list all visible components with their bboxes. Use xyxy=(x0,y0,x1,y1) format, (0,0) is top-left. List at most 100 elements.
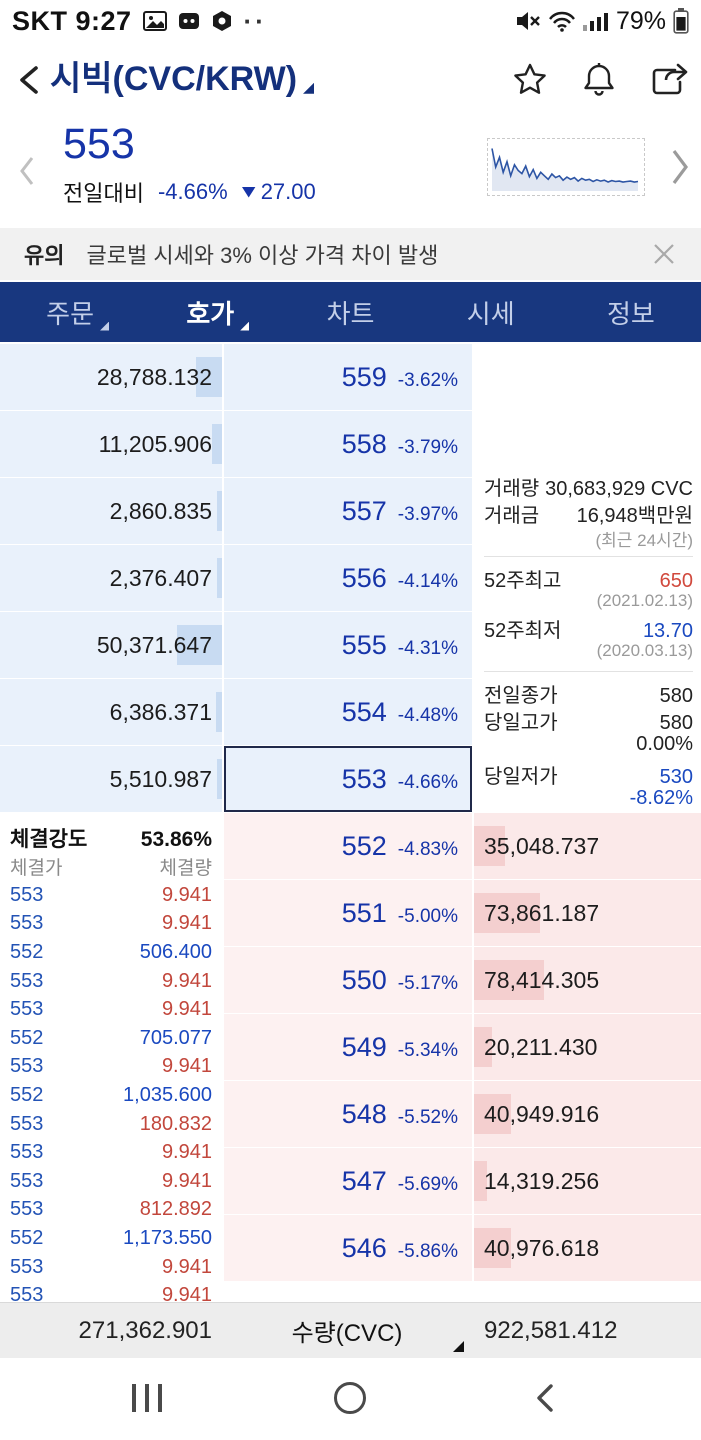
exec-qty-header: 체결량 xyxy=(159,858,212,879)
nav-back-button[interactable] xyxy=(532,1382,558,1414)
ask-change-pct: -3.79% xyxy=(397,437,458,458)
executions-panel[interactable]: 체결강도 53.86% 체결가 체결량 553 9.941 553 9.941 552 5… xyxy=(0,813,222,1302)
bid-qty-cell[interactable]: 35,048.737 xyxy=(474,813,701,879)
ask-price-cell[interactable]: 555 -4.31% xyxy=(224,612,472,678)
exec-qty: 506.400 xyxy=(139,940,212,963)
bid-qty: 78,414.305 xyxy=(484,966,600,993)
bid-depth-bar xyxy=(474,1027,492,1067)
exec-qty: 9.941 xyxy=(161,883,212,906)
ask-row: 28,788.132 559 -3.62% xyxy=(0,344,472,410)
app-header: 시빅(CVC/KRW) xyxy=(0,42,701,118)
exec-row: 553 9.941 xyxy=(10,1253,212,1282)
exec-row: 553 9.941 xyxy=(10,910,212,939)
exec-price: 552 xyxy=(10,1026,44,1049)
tab-3[interactable]: 차트 xyxy=(280,282,420,342)
ask-total: 271,362.901 xyxy=(78,1316,212,1344)
exec-qty: 180.832 xyxy=(139,1112,212,1135)
alert-bell-button[interactable] xyxy=(581,61,617,99)
bid-price-cell[interactable]: 552 -4.83% xyxy=(224,813,472,879)
ask-price: 559 xyxy=(341,362,387,392)
bid-price-cell[interactable]: 551 -5.00% xyxy=(224,880,472,946)
value-value: 16,948백만원 xyxy=(576,505,693,527)
bid-total: 922,581.412 xyxy=(484,1316,618,1344)
close-icon[interactable] xyxy=(651,241,677,267)
ask-price: 558 xyxy=(341,429,387,459)
mini-sparkline-chart[interactable] xyxy=(487,138,645,196)
bid-price-cell[interactable]: 546 -5.86% xyxy=(224,1215,472,1281)
bid-depth-bar xyxy=(474,1228,511,1268)
ask-depth-bar xyxy=(217,558,222,598)
ask-price-cell[interactable]: 553 -4.66% xyxy=(224,746,472,812)
exec-qty: 9.941 xyxy=(161,1255,212,1278)
tab-5[interactable]: 정보 xyxy=(561,282,701,342)
ask-price-cell[interactable]: 558 -3.79% xyxy=(224,411,472,477)
bid-row: 547 -5.69% 14,319.256 xyxy=(224,1148,701,1214)
ask-change-pct: -4.14% xyxy=(397,571,458,592)
recents-button[interactable] xyxy=(132,1384,162,1412)
home-button[interactable] xyxy=(334,1382,366,1414)
ask-price: 555 xyxy=(341,630,387,660)
bid-qty: 20,211.430 xyxy=(484,1033,598,1060)
bid-qty-cell[interactable]: 40,949.916 xyxy=(474,1081,701,1147)
ask-row: 2,860.835 557 -3.97% xyxy=(0,478,472,544)
exec-price: 553 xyxy=(10,883,44,906)
bid-qty-cell[interactable]: 14,319.256 xyxy=(474,1148,701,1214)
ask-qty-cell[interactable]: 28,788.132 xyxy=(0,344,222,410)
unit-selector[interactable]: 수량(CVC) xyxy=(222,1303,472,1358)
next-coin-chevron[interactable] xyxy=(667,146,693,193)
high52-date: (2021.02.13) xyxy=(596,591,693,610)
tab-4[interactable]: 시세 xyxy=(421,282,561,342)
bid-qty-cell[interactable]: 40,976.618 xyxy=(474,1215,701,1281)
exec-qty: 9.941 xyxy=(161,1284,212,1302)
exec-row: 553 9.941 xyxy=(10,1053,212,1082)
ask-price-cell[interactable]: 559 -3.62% xyxy=(224,344,472,410)
bid-change-pct: -5.86% xyxy=(397,1241,458,1262)
ask-qty-cell[interactable]: 6,386.371 xyxy=(0,679,222,745)
exec-price: 552 xyxy=(10,1083,44,1106)
bid-price-cell[interactable]: 547 -5.69% xyxy=(224,1148,472,1214)
exec-price: 553 xyxy=(10,1112,44,1135)
ask-price: 556 xyxy=(341,563,387,593)
tab-label: 차트 xyxy=(326,298,375,329)
bid-price-cell[interactable]: 548 -5.52% xyxy=(224,1081,472,1147)
exec-qty: 9.941 xyxy=(161,1169,212,1192)
ask-change-pct: -4.48% xyxy=(397,705,458,726)
exec-price-header: 체결가 xyxy=(10,858,63,879)
volume-value: 30,683,929 CVC xyxy=(545,478,693,500)
high52-label: 52주최고 xyxy=(484,570,562,592)
back-button[interactable] xyxy=(12,58,50,102)
bid-qty-cell[interactable]: 20,211.430 xyxy=(474,1014,701,1080)
ask-qty-cell[interactable]: 50,371.647 xyxy=(0,612,222,678)
exec-price: 553 xyxy=(10,998,44,1021)
bid-change-pct: -5.34% xyxy=(397,1040,458,1061)
notice-tag: 유의 xyxy=(24,243,65,268)
totals-bar: 271,362.901 수량(CVC) 922,581.412 xyxy=(0,1302,701,1358)
bid-qty-cell[interactable]: 78,414.305 xyxy=(474,947,701,1013)
ask-qty-cell[interactable]: 2,376.407 xyxy=(0,545,222,611)
day-high-pct: 0.00% xyxy=(636,733,693,755)
coin-title-dropdown[interactable]: 시빅(CVC/KRW) xyxy=(50,60,315,98)
bid-price-cell[interactable]: 550 -5.17% xyxy=(224,947,472,1013)
bid-qty-cell[interactable]: 73,861.187 xyxy=(474,880,701,946)
bid-price-cell[interactable]: 549 -5.34% xyxy=(224,1014,472,1080)
ask-qty-cell[interactable]: 11,205.906 xyxy=(0,411,222,477)
ask-price-cell[interactable]: 557 -3.97% xyxy=(224,478,472,544)
tab-2[interactable]: 호가 xyxy=(140,282,280,342)
tab-1[interactable]: 주문 xyxy=(0,282,140,342)
exec-row: 552 1,035.600 xyxy=(10,1081,212,1110)
ask-depth-bar xyxy=(216,692,222,732)
ask-price-cell[interactable]: 554 -4.48% xyxy=(224,679,472,745)
prev-coin-chevron[interactable] xyxy=(16,154,38,193)
share-button[interactable] xyxy=(649,62,689,98)
dropdown-caret-icon xyxy=(303,82,315,94)
ask-depth-bar xyxy=(196,357,222,397)
exec-row: 552 1,173.550 xyxy=(10,1224,212,1253)
exec-row: 553 9.941 xyxy=(10,1138,212,1167)
ask-change-pct: -3.62% xyxy=(397,370,458,391)
favorite-star-button[interactable] xyxy=(511,61,549,99)
battery-icon xyxy=(673,8,689,34)
ask-qty-cell[interactable]: 2,860.835 xyxy=(0,478,222,544)
ask-qty-cell[interactable]: 5,510.987 xyxy=(0,746,222,812)
ask-price-cell[interactable]: 556 -4.14% xyxy=(224,545,472,611)
